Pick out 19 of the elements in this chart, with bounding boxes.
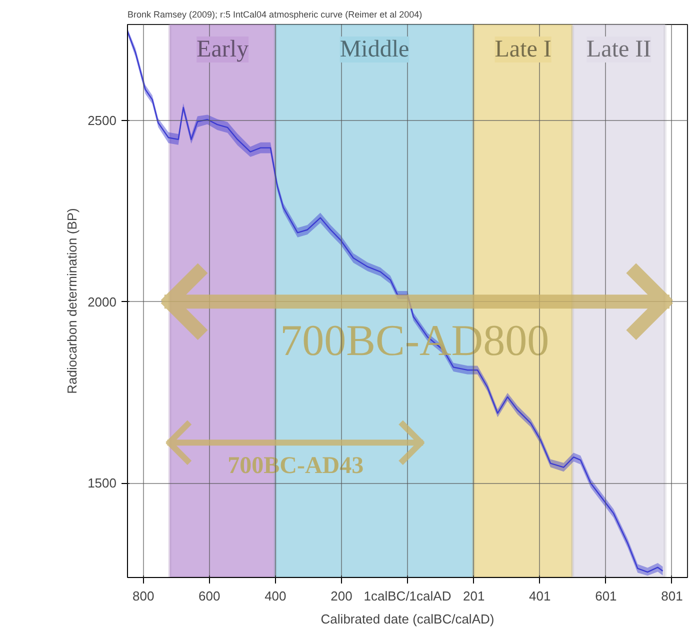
x-tick-label: 200: [330, 588, 352, 604]
x-tick-label: 600: [198, 588, 220, 604]
y-tick-label: 2000: [88, 294, 116, 310]
x-tick-label: 400: [264, 588, 286, 604]
band-label: Late II: [586, 36, 652, 62]
x-tick-label: 601: [595, 588, 617, 604]
x-tick-label: 401: [529, 588, 551, 604]
band-label: Late I: [494, 36, 552, 62]
band-label: Middle: [340, 36, 410, 62]
band-label: Early: [196, 36, 249, 62]
x-tick-label: 801: [661, 588, 683, 604]
x-tick-label: 1calBC/1calAD: [364, 588, 452, 604]
x-tick-label: 800: [132, 588, 154, 604]
chart-title: Bronk Ramsey (2009); r:5 IntCal04 atmospheric curve (Reimer et al 2004): [128, 10, 422, 20]
y-tick-label: 2500: [88, 113, 116, 128]
y-tick-label: 1500: [88, 476, 116, 491]
x-axis-title: Calibrated date (calBC/calAD): [320, 612, 494, 626]
y-axis-title: Radiocarbon determination (BP): [64, 208, 80, 394]
x-tick-label: 201: [463, 588, 485, 604]
